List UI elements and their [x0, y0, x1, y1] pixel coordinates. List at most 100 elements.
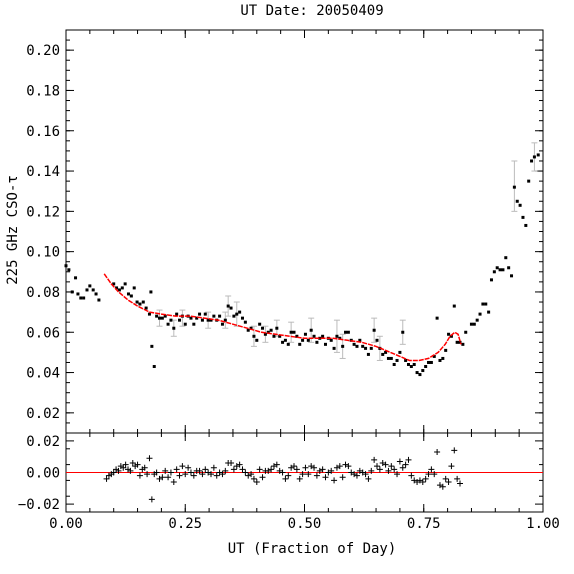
data-point — [375, 338, 379, 342]
data-point — [335, 334, 339, 338]
residual-point — [146, 455, 153, 462]
residual-point — [348, 469, 355, 476]
data-point — [449, 334, 453, 338]
data-point — [172, 326, 176, 330]
data-point — [421, 369, 425, 373]
residual-point — [362, 471, 369, 478]
data-point — [112, 282, 116, 286]
y-tick-label: 0.08 — [26, 285, 60, 301]
data-point — [404, 358, 408, 362]
residual-point — [442, 475, 449, 482]
data-point — [249, 326, 253, 330]
data-point — [138, 302, 142, 306]
data-point — [183, 322, 187, 326]
data-point — [452, 304, 456, 308]
data-point — [398, 350, 402, 354]
data-point — [281, 340, 285, 344]
data-point — [309, 328, 313, 332]
data-point — [406, 362, 410, 366]
residual-point — [331, 477, 338, 484]
residual-point — [379, 460, 386, 467]
data-point — [412, 362, 416, 366]
data-point — [469, 322, 473, 326]
data-point — [166, 322, 170, 326]
data-point — [341, 344, 345, 348]
data-point — [123, 282, 127, 286]
data-point — [364, 346, 368, 350]
residual-point — [374, 463, 381, 470]
residual-point — [399, 464, 406, 471]
x-tick-label: 0.75 — [407, 516, 441, 532]
data-point — [149, 290, 153, 294]
residual-point — [179, 463, 186, 470]
data-point — [229, 306, 233, 310]
data-point — [129, 294, 133, 298]
data-point — [97, 298, 101, 302]
data-point — [346, 330, 350, 334]
data-point — [82, 296, 86, 300]
data-point — [155, 314, 159, 318]
data-point — [515, 199, 519, 203]
data-point — [269, 328, 273, 332]
data-point — [455, 340, 459, 344]
y-tick-label: 0.02 — [26, 406, 60, 422]
data-point — [64, 264, 68, 268]
residual-point — [276, 467, 283, 474]
residual-point — [333, 464, 340, 471]
y-tick-label: 0.02 — [26, 434, 60, 450]
data-point — [243, 320, 247, 324]
residual-point — [345, 463, 352, 470]
residual-point — [371, 456, 378, 463]
data-point — [218, 314, 222, 318]
residual-point — [153, 469, 160, 476]
data-point — [478, 312, 482, 316]
data-point — [510, 274, 514, 278]
residual-point — [325, 469, 332, 476]
data-point — [192, 322, 196, 326]
y-tick-label: 0.04 — [26, 366, 60, 382]
x-axis-label: UT (Fraction of Day) — [228, 541, 397, 557]
data-point — [352, 342, 356, 346]
residual-point — [428, 466, 435, 473]
residual-point — [205, 469, 212, 476]
residual-point — [282, 475, 289, 482]
data-point — [504, 256, 508, 260]
residual-point — [120, 464, 127, 471]
residual-point — [185, 464, 192, 471]
data-point — [386, 356, 390, 360]
x-tick-label: 0.25 — [168, 516, 202, 532]
fit-curve — [103, 273, 462, 362]
data-point — [261, 326, 265, 330]
data-point — [289, 330, 293, 334]
residual-point — [425, 471, 432, 478]
data-point — [427, 360, 431, 364]
residual-point — [136, 472, 143, 479]
residual-point — [302, 464, 309, 471]
residual-point — [199, 471, 206, 478]
residual-point — [110, 469, 117, 476]
residual-point — [236, 461, 243, 468]
data-point — [292, 330, 296, 334]
data-point — [381, 352, 385, 356]
data-point — [132, 286, 136, 290]
data-point — [458, 340, 462, 344]
residual-point — [122, 461, 129, 468]
data-point — [518, 203, 522, 207]
data-point — [329, 338, 333, 342]
data-point — [315, 340, 319, 344]
residual-point — [402, 461, 409, 468]
residual-point — [356, 467, 363, 474]
data-point — [178, 318, 182, 322]
data-point — [232, 314, 236, 318]
data-point — [189, 316, 193, 320]
data-point — [521, 215, 525, 219]
data-point — [240, 316, 244, 320]
data-point — [301, 338, 305, 342]
data-point — [321, 334, 325, 338]
residual-point — [454, 475, 461, 482]
data-point — [163, 314, 167, 318]
data-point — [338, 336, 342, 340]
residual-point — [359, 469, 366, 476]
data-point — [312, 334, 316, 338]
residual-point — [228, 460, 235, 467]
